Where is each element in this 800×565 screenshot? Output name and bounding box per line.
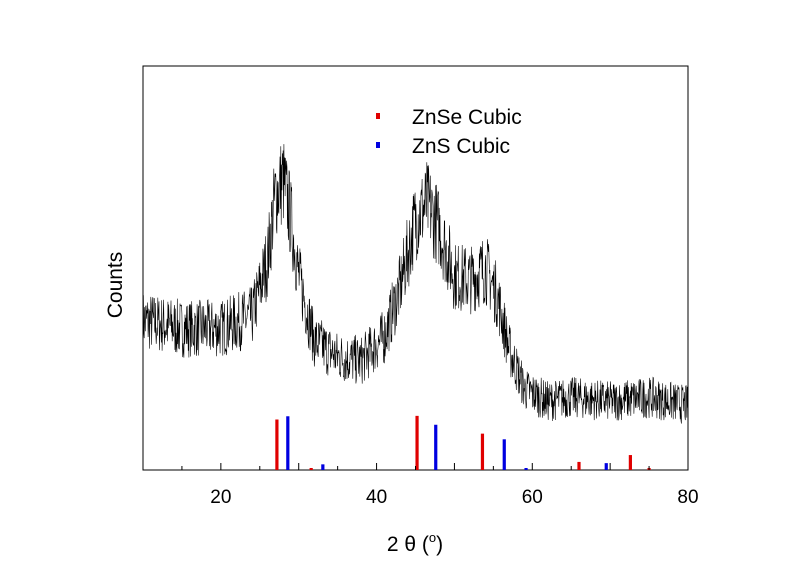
profile-line — [142, 144, 689, 424]
ref-peak — [502, 439, 506, 470]
ref-peak — [321, 464, 325, 470]
ref-peak — [275, 419, 279, 470]
legend-marker-znse — [376, 113, 380, 119]
y-axis-title: Counts — [104, 252, 127, 319]
x-axis-ticks: 20 40 60 80 — [142, 463, 699, 508]
ref-peak — [604, 463, 608, 470]
ref-peak — [286, 416, 290, 470]
ref-peak — [524, 468, 528, 470]
ref-peak — [577, 461, 581, 470]
ref-peak — [309, 468, 313, 470]
legend: ZnSe Cubic ZnS Cubic — [376, 106, 522, 158]
x-axis-title: 2 θ (o) — [387, 530, 443, 556]
legend-label-zns: ZnS Cubic — [412, 135, 510, 158]
legend-marker-zns — [376, 142, 380, 148]
x-tick-label: 80 — [677, 487, 698, 508]
x-tick-label: 20 — [210, 487, 231, 508]
ref-peak — [480, 433, 485, 470]
x-axis-title-main: 2 θ ( — [387, 533, 429, 556]
legend-label-znse: ZnSe Cubic — [412, 106, 522, 129]
reference-peaks — [275, 415, 651, 470]
x-tick-label: 40 — [366, 487, 387, 508]
ref-peak — [434, 424, 438, 470]
x-tick-label: 60 — [522, 487, 543, 508]
ref-peak — [415, 415, 419, 470]
diffraction-profile — [142, 144, 689, 424]
ref-peak — [628, 455, 632, 470]
x-axis-title-close: ) — [436, 533, 443, 556]
x-axis-title-degree: o — [429, 530, 436, 545]
